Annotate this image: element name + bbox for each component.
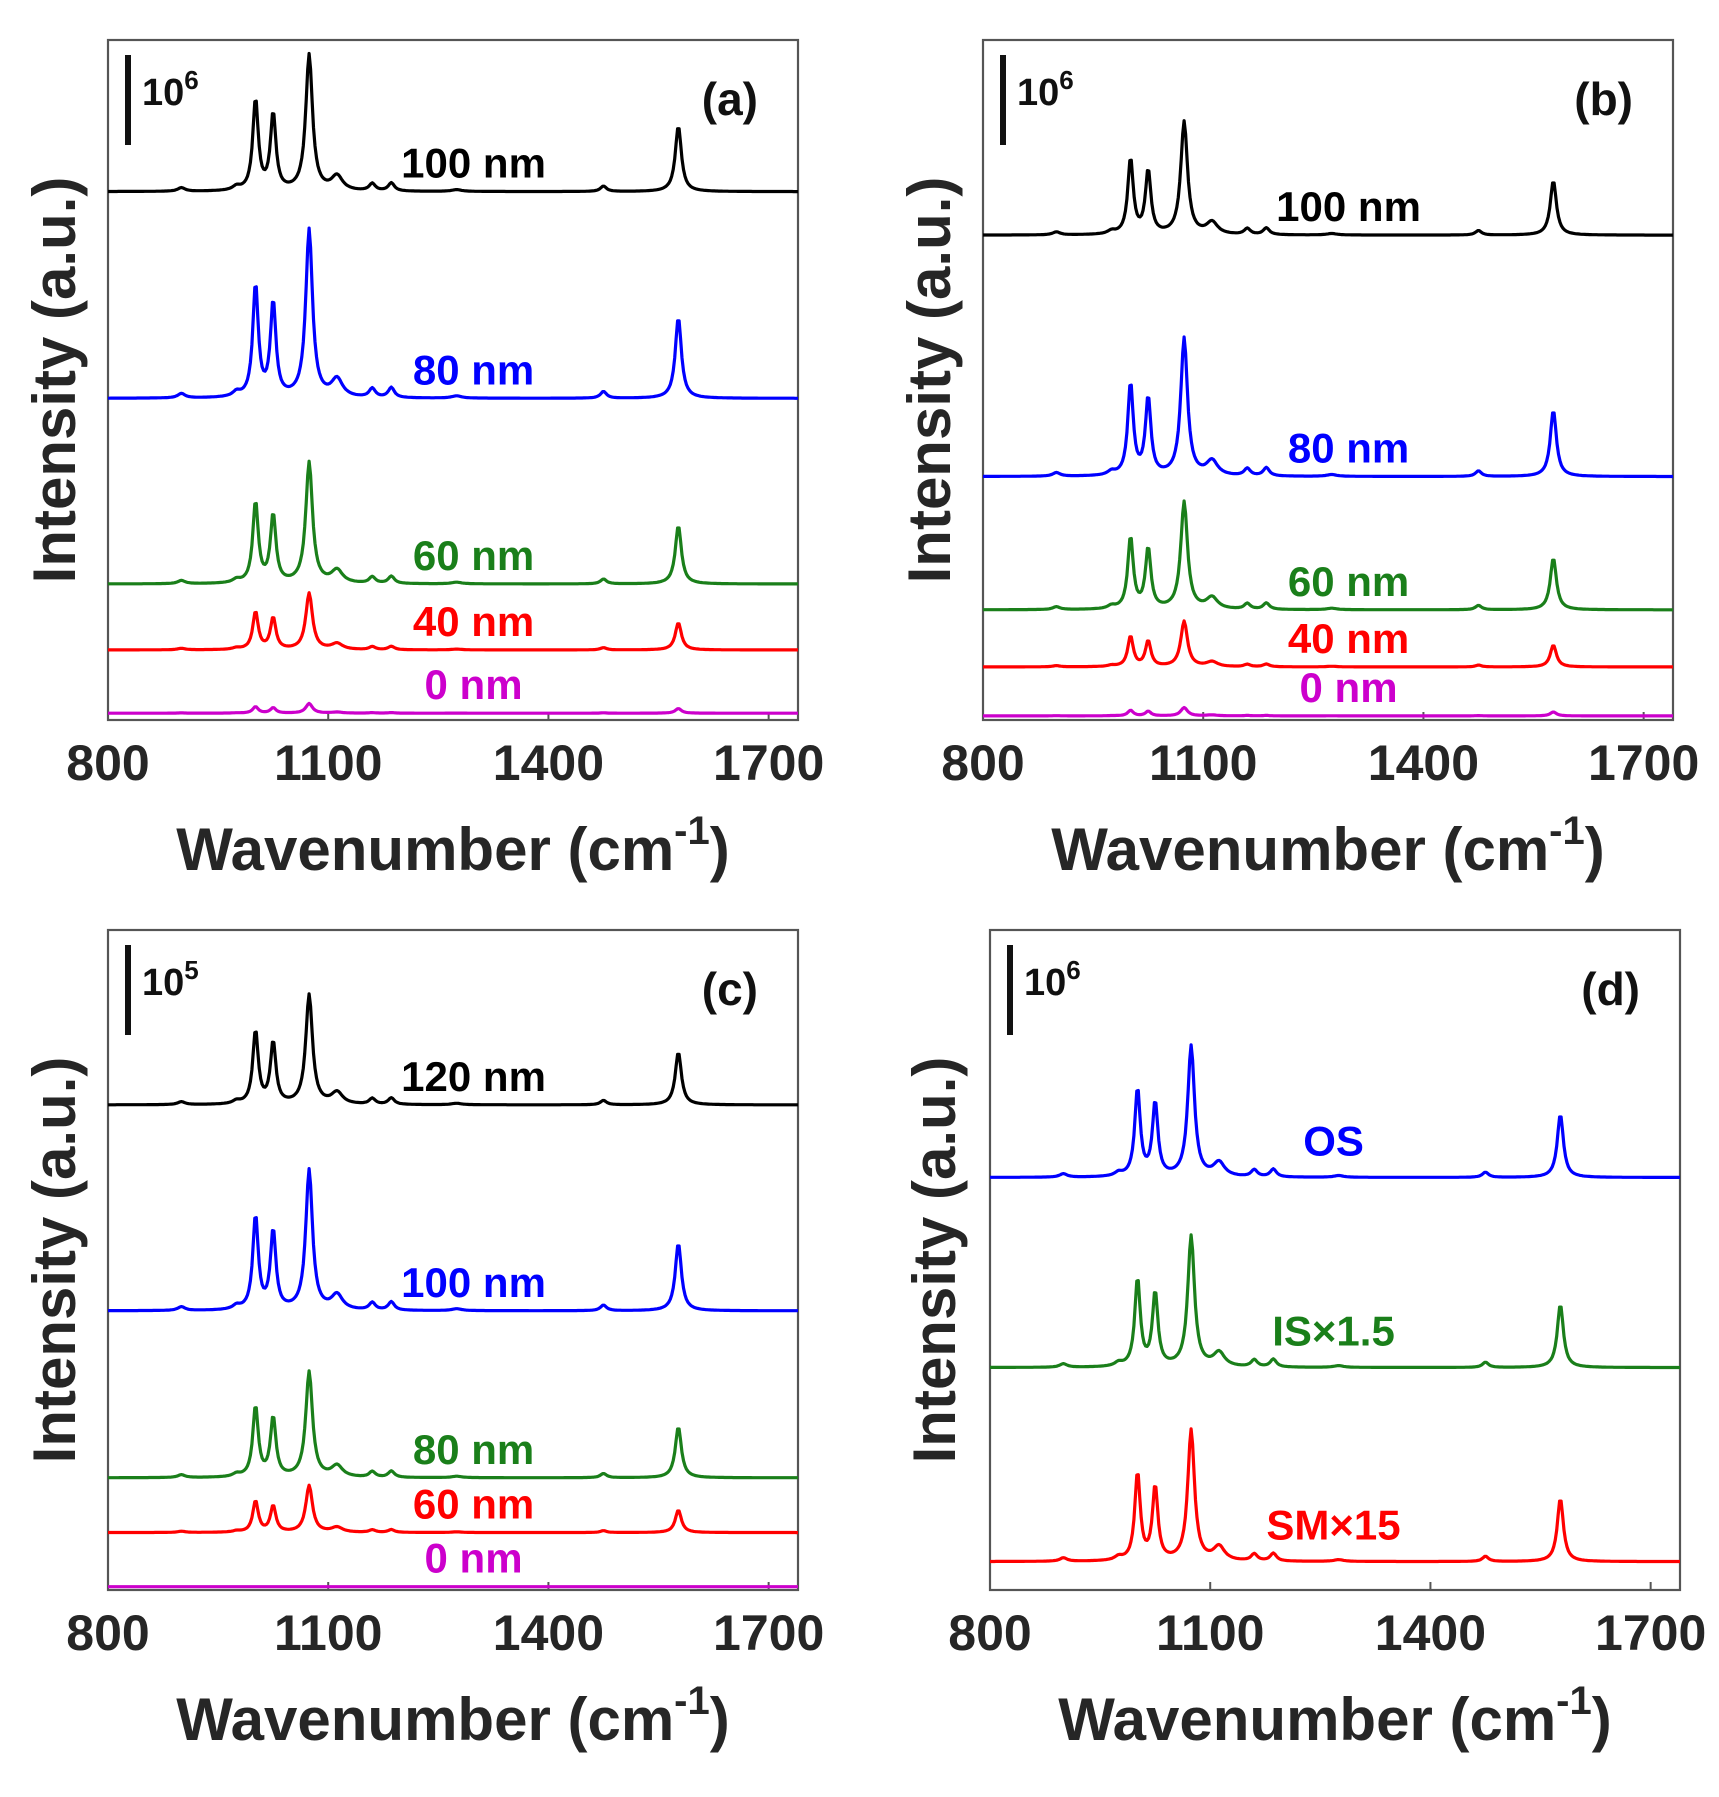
y-axis-title: Intensity (a.u.) xyxy=(901,1057,968,1464)
x-tick-label: 1400 xyxy=(1368,735,1479,791)
series-label: 80 nm xyxy=(413,346,534,393)
series-label: SM×15 xyxy=(1266,1502,1400,1549)
x-tick-label: 1400 xyxy=(493,1605,604,1661)
x-tick-label: 1100 xyxy=(1149,735,1257,791)
series-label: 40 nm xyxy=(1288,615,1409,662)
x-tick-label: 1100 xyxy=(1156,1605,1264,1661)
panel-label: (a) xyxy=(702,73,758,125)
series-line xyxy=(989,1043,1681,1179)
series-label: 60 nm xyxy=(1288,558,1409,605)
x-tick-label: 1700 xyxy=(1588,735,1699,791)
x-tick-label: 800 xyxy=(948,1605,1031,1661)
panel-label: (b) xyxy=(1574,73,1633,125)
y-axis-title: Intensity (a.u.) xyxy=(21,177,88,584)
panel-a: 800 1100 1400 1700 Wavenumber (cm-1) Intensit… xyxy=(21,38,824,883)
panel-b: 800 1100 1400 1700 Wavenumber (cm-1) Intensit… xyxy=(896,38,1699,883)
series-label: 80 nm xyxy=(413,1426,534,1473)
panel-label: (d) xyxy=(1581,963,1640,1015)
series-line xyxy=(107,51,799,194)
series-label: 60 nm xyxy=(413,1481,534,1528)
x-axis-title: Wavenumber (cm-1) xyxy=(1058,1679,1611,1753)
series-line xyxy=(107,1483,799,1535)
series-label: 100 nm xyxy=(401,140,546,187)
series-line xyxy=(982,335,1674,479)
series-line xyxy=(107,1167,799,1313)
x-tick-label: 800 xyxy=(941,735,1024,791)
scale-bar-label: 105 xyxy=(142,955,199,1004)
series-line xyxy=(107,226,799,400)
x-tick-label: 800 xyxy=(66,1605,149,1661)
series-label: 100 nm xyxy=(1276,183,1421,230)
series-line xyxy=(982,619,1674,669)
x-axis-title: Wavenumber (cm-1) xyxy=(1051,809,1604,883)
plot-frame xyxy=(988,928,1682,1592)
series-label: OS xyxy=(1303,1118,1364,1165)
series-line xyxy=(107,701,799,715)
scale-bar-label: 106 xyxy=(1024,955,1081,1004)
x-tick-label: 1400 xyxy=(493,735,604,791)
plot-frame xyxy=(106,928,800,1592)
x-axis-title: Wavenumber (cm-1) xyxy=(176,1679,729,1753)
series-line xyxy=(982,119,1674,237)
x-tick-label: 1700 xyxy=(713,735,824,791)
series-label: 0 nm xyxy=(1300,664,1398,711)
series-label: 120 nm xyxy=(401,1053,546,1100)
series-line xyxy=(989,1233,1681,1370)
series-line xyxy=(107,459,799,586)
series-line xyxy=(107,591,799,652)
y-axis-title: Intensity (a.u.) xyxy=(21,1057,88,1464)
x-tick-label: 1400 xyxy=(1375,1605,1486,1661)
scale-bar-label: 106 xyxy=(142,65,199,114)
series-line xyxy=(989,1427,1681,1564)
x-axis-title: Wavenumber (cm-1) xyxy=(176,809,729,883)
series-label: 0 nm xyxy=(425,1535,523,1582)
panel-label: (c) xyxy=(702,963,758,1015)
series-label: 80 nm xyxy=(1288,425,1409,472)
x-tick-label: 1100 xyxy=(274,735,382,791)
series-label: 40 nm xyxy=(413,598,534,645)
series-label: 100 nm xyxy=(401,1259,546,1306)
y-axis-title: Intensity (a.u.) xyxy=(896,177,963,584)
x-tick-label: 1100 xyxy=(274,1605,382,1661)
x-tick-label: 1700 xyxy=(713,1605,824,1661)
series-label: 60 nm xyxy=(413,532,534,579)
x-tick-label: 800 xyxy=(66,735,149,791)
series-line xyxy=(982,499,1674,612)
series-line xyxy=(107,992,799,1107)
series-line xyxy=(982,705,1674,718)
series-line xyxy=(107,1369,799,1480)
x-tick-label: 1700 xyxy=(1595,1605,1706,1661)
panel-c: 800 1100 1400 1700 Wavenumber (cm-1) Intensit… xyxy=(21,928,824,1753)
scale-bar-label: 106 xyxy=(1017,65,1074,114)
series-label: IS×1.5 xyxy=(1272,1308,1395,1355)
series-label: 0 nm xyxy=(425,661,523,708)
panel-d: 800 1100 1400 1700 Wavenumber (cm-1) Intensit… xyxy=(901,928,1706,1753)
